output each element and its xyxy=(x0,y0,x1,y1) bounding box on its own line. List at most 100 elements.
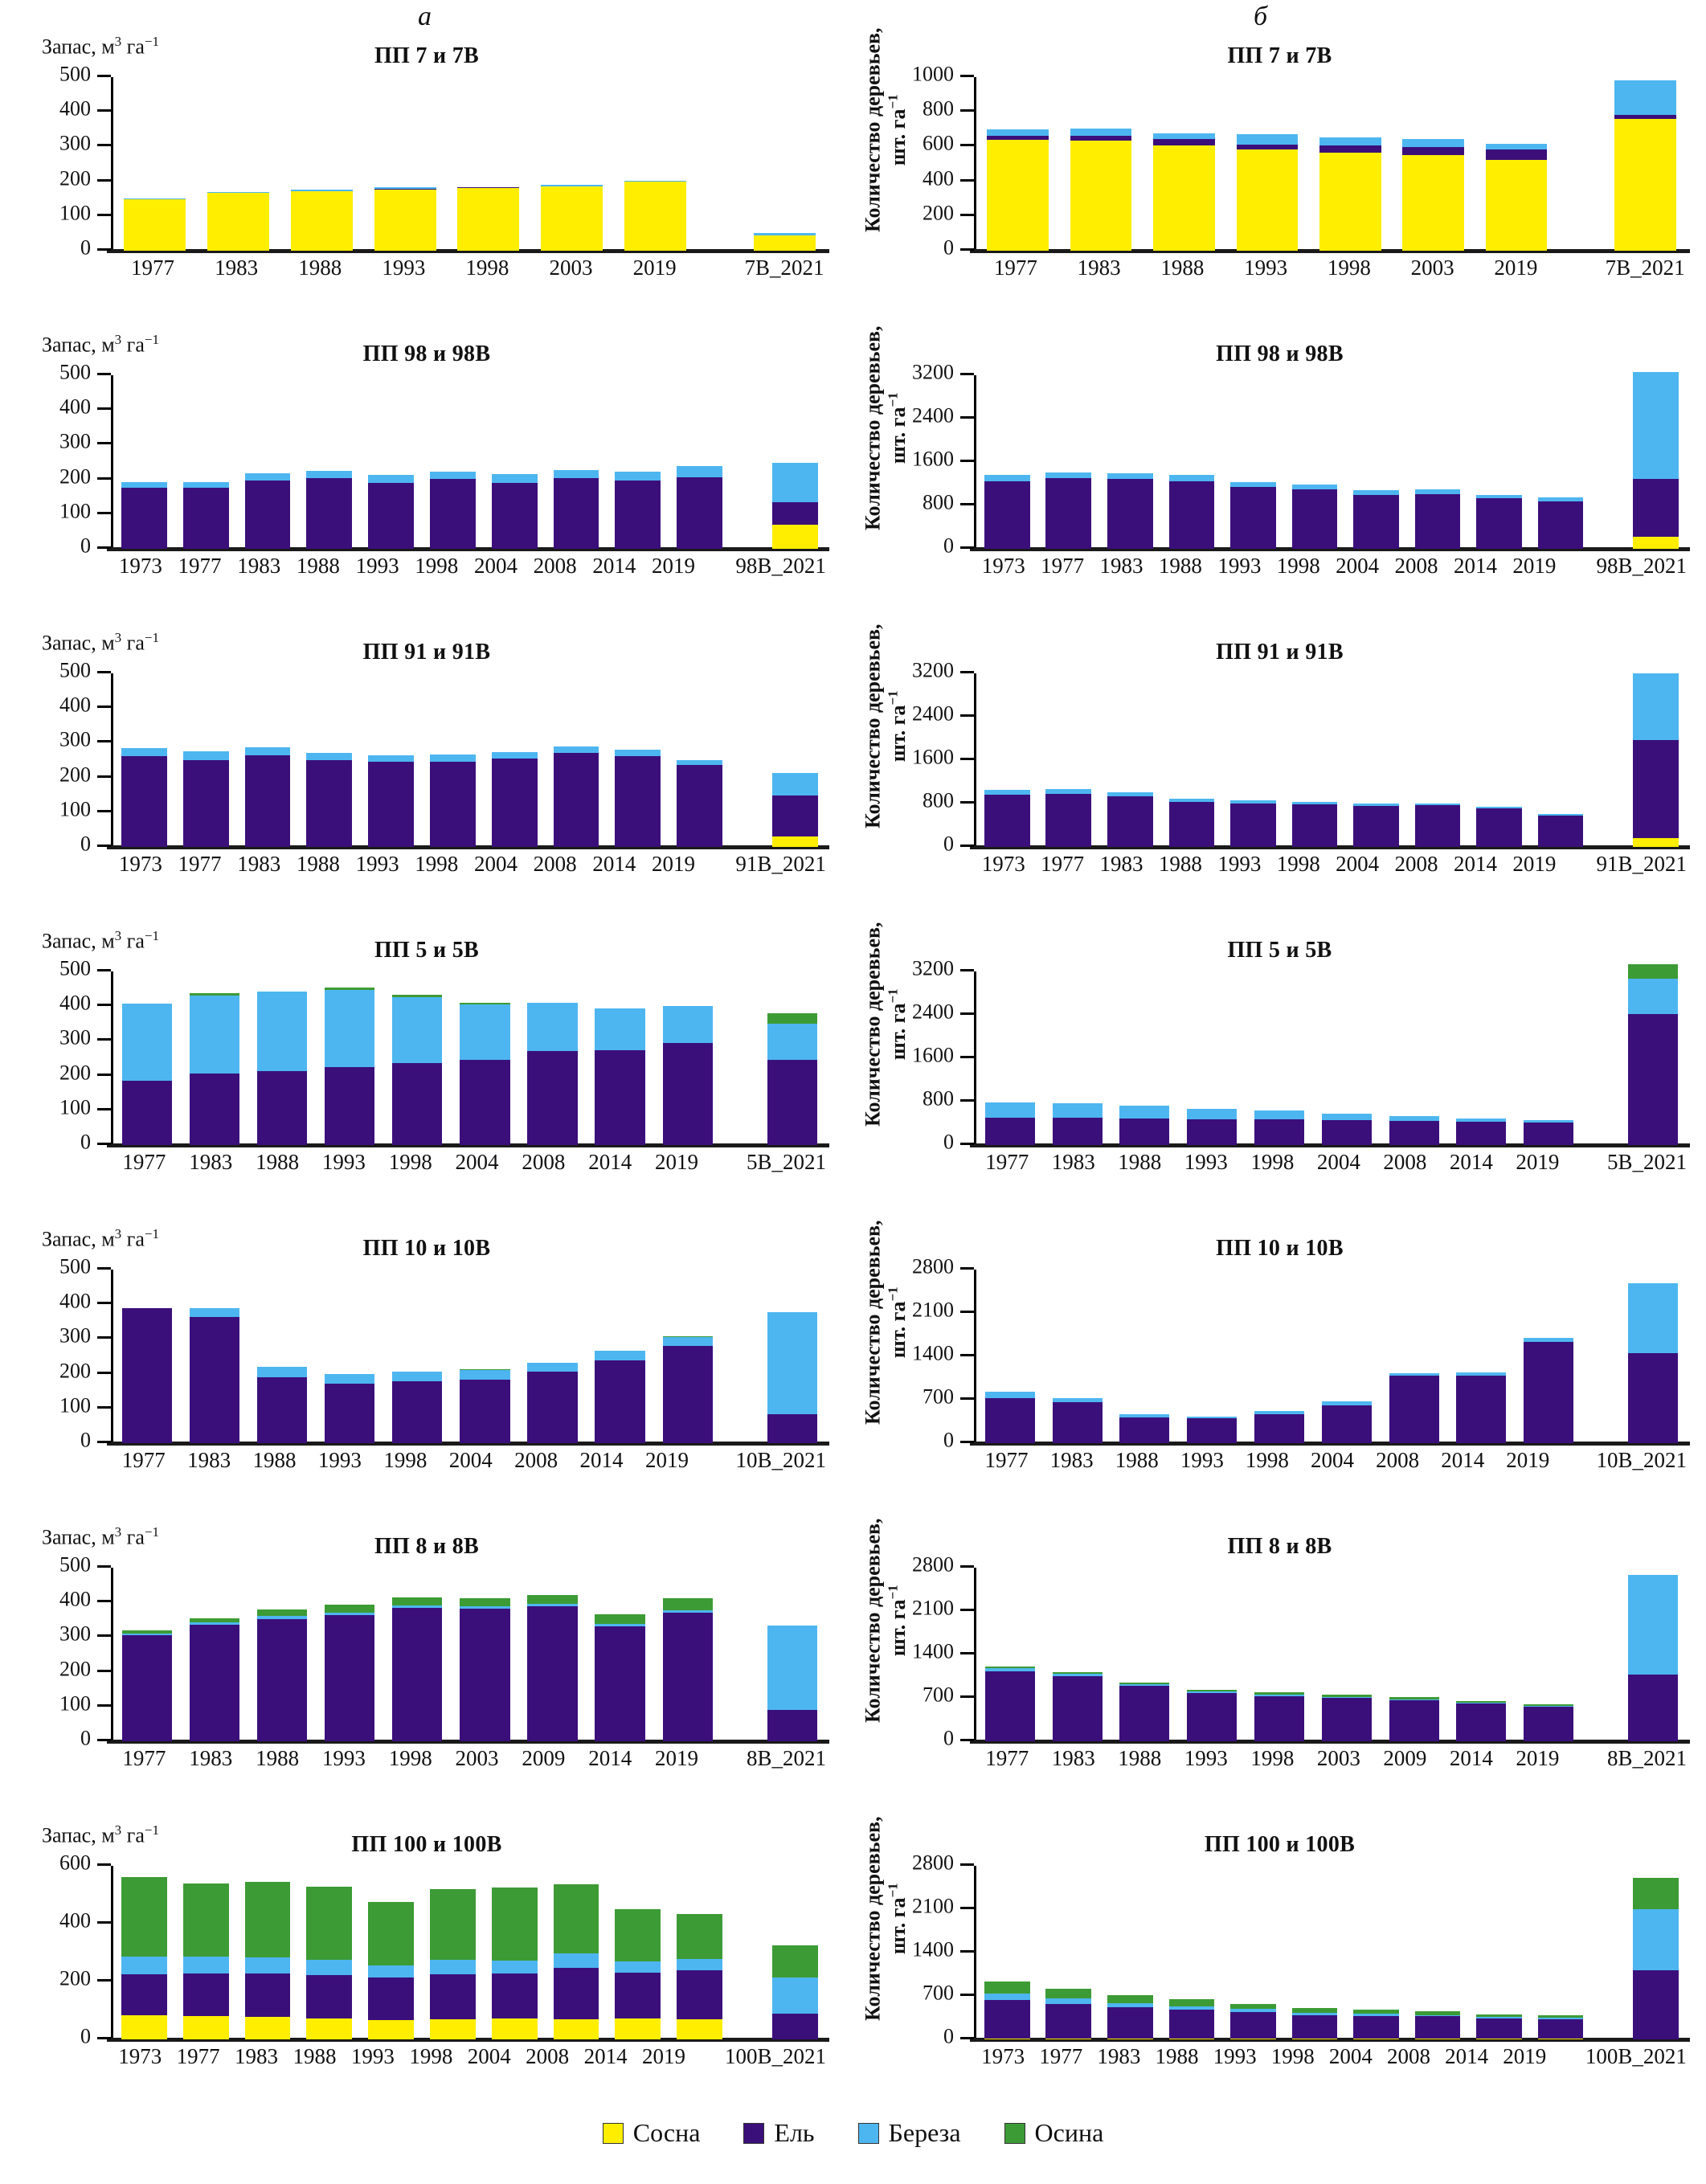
stacked-bar[interactable] xyxy=(624,180,686,251)
stacked-bar[interactable] xyxy=(1389,1372,1439,1443)
stacked-bar[interactable] xyxy=(1476,2014,1522,2039)
stacked-bar[interactable] xyxy=(1524,1119,1574,1145)
stacked-bar[interactable] xyxy=(595,1350,645,1443)
stacked-bar[interactable] xyxy=(1187,1108,1238,1145)
stacked-bar[interactable] xyxy=(1321,1113,1372,1145)
stacked-bar[interactable] xyxy=(1291,484,1338,549)
stacked-bar[interactable] xyxy=(244,1882,291,2039)
stacked-bar[interactable] xyxy=(1119,1106,1170,1145)
stacked-bar[interactable] xyxy=(121,1630,173,1741)
stacked-bar[interactable] xyxy=(1319,137,1381,251)
stacked-bar[interactable] xyxy=(1230,800,1276,847)
stacked-bar[interactable] xyxy=(984,1102,1035,1145)
stacked-bar[interactable] xyxy=(429,1888,476,2039)
stacked-bar[interactable] xyxy=(1633,1878,1679,2039)
stacked-bar[interactable] xyxy=(615,750,661,847)
stacked-bar[interactable] xyxy=(772,1945,819,2039)
stacked-bar[interactable] xyxy=(1236,134,1299,251)
stacked-bar[interactable] xyxy=(1052,1672,1103,1741)
stacked-bar[interactable] xyxy=(182,481,229,549)
stacked-bar[interactable] xyxy=(527,1594,578,1741)
stacked-bar[interactable] xyxy=(457,186,520,251)
stacked-bar[interactable] xyxy=(1476,806,1522,847)
stacked-bar[interactable] xyxy=(1485,143,1548,251)
stacked-bar[interactable] xyxy=(1537,497,1584,549)
stacked-bar[interactable] xyxy=(429,755,476,847)
stacked-bar[interactable] xyxy=(1389,1696,1439,1741)
stacked-bar[interactable] xyxy=(244,747,291,847)
stacked-bar[interactable] xyxy=(527,1002,578,1145)
stacked-bar[interactable] xyxy=(1254,1110,1305,1145)
stacked-bar[interactable] xyxy=(325,988,375,1145)
stacked-bar[interactable] xyxy=(306,1886,353,2039)
stacked-bar[interactable] xyxy=(772,462,819,549)
stacked-bar[interactable] xyxy=(257,1609,308,1741)
stacked-bar[interactable] xyxy=(553,1884,599,2039)
stacked-bar[interactable] xyxy=(392,994,443,1145)
stacked-bar[interactable] xyxy=(325,1374,375,1443)
stacked-bar[interactable] xyxy=(984,1981,1030,2039)
stacked-bar[interactable] xyxy=(182,1883,229,2039)
stacked-bar[interactable] xyxy=(662,1598,713,1741)
stacked-bar[interactable] xyxy=(491,1887,538,2039)
stacked-bar[interactable] xyxy=(1107,1994,1153,2039)
stacked-bar[interactable] xyxy=(1633,673,1679,847)
legend-item-pine[interactable]: Сосна xyxy=(602,2118,700,2148)
stacked-bar[interactable] xyxy=(190,1307,240,1443)
stacked-bar[interactable] xyxy=(527,1362,578,1443)
stacked-bar[interactable] xyxy=(306,753,353,847)
stacked-bar[interactable] xyxy=(290,190,353,251)
stacked-bar[interactable] xyxy=(460,1002,510,1145)
stacked-bar[interactable] xyxy=(1614,80,1676,251)
stacked-bar[interactable] xyxy=(1321,1401,1372,1443)
stacked-bar[interactable] xyxy=(541,184,603,251)
stacked-bar[interactable] xyxy=(1052,1103,1103,1145)
stacked-bar[interactable] xyxy=(595,1613,645,1741)
stacked-bar[interactable] xyxy=(1456,1700,1507,1741)
stacked-bar[interactable] xyxy=(460,1597,510,1741)
stacked-bar[interactable] xyxy=(190,993,240,1145)
stacked-bar[interactable] xyxy=(662,1335,713,1443)
stacked-bar[interactable] xyxy=(1045,789,1092,847)
stacked-bar[interactable] xyxy=(987,129,1049,251)
stacked-bar[interactable] xyxy=(1414,2010,1461,2039)
stacked-bar[interactable] xyxy=(121,1003,173,1145)
stacked-bar[interactable] xyxy=(1476,494,1522,549)
stacked-bar[interactable] xyxy=(121,1307,173,1443)
stacked-bar[interactable] xyxy=(121,748,167,847)
stacked-bar[interactable] xyxy=(677,759,722,847)
stacked-bar[interactable] xyxy=(1168,1999,1215,2039)
stacked-bar[interactable] xyxy=(772,773,819,847)
stacked-bar[interactable] xyxy=(190,1618,240,1741)
stacked-bar[interactable] xyxy=(1187,1689,1238,1741)
stacked-bar[interactable] xyxy=(207,192,269,251)
stacked-bar[interactable] xyxy=(984,475,1030,549)
stacked-bar[interactable] xyxy=(753,233,816,251)
stacked-bar[interactable] xyxy=(767,1312,818,1443)
stacked-bar[interactable] xyxy=(257,992,308,1145)
stacked-bar[interactable] xyxy=(1456,1372,1507,1443)
stacked-bar[interactable] xyxy=(1052,1397,1103,1443)
stacked-bar[interactable] xyxy=(392,1597,443,1741)
stacked-bar[interactable] xyxy=(1414,489,1461,549)
stacked-bar[interactable] xyxy=(1230,2004,1276,2039)
stacked-bar[interactable] xyxy=(1537,2014,1584,2039)
stacked-bar[interactable] xyxy=(1524,1703,1574,1741)
stacked-bar[interactable] xyxy=(767,1625,818,1741)
stacked-bar[interactable] xyxy=(121,1876,167,2039)
stacked-bar[interactable] xyxy=(984,1392,1035,1443)
stacked-bar[interactable] xyxy=(553,746,599,847)
stacked-bar[interactable] xyxy=(306,471,353,549)
stacked-bar[interactable] xyxy=(124,198,186,251)
stacked-bar[interactable] xyxy=(325,1605,375,1741)
stacked-bar[interactable] xyxy=(1107,791,1153,847)
stacked-bar[interactable] xyxy=(1537,814,1584,847)
stacked-bar[interactable] xyxy=(615,1909,661,2039)
stacked-bar[interactable] xyxy=(1045,472,1092,549)
stacked-bar[interactable] xyxy=(1291,2008,1338,2039)
stacked-bar[interactable] xyxy=(1628,1283,1679,1443)
stacked-bar[interactable] xyxy=(1153,133,1215,251)
stacked-bar[interactable] xyxy=(1628,964,1679,1145)
stacked-bar[interactable] xyxy=(1119,1682,1170,1741)
stacked-bar[interactable] xyxy=(392,1371,443,1443)
